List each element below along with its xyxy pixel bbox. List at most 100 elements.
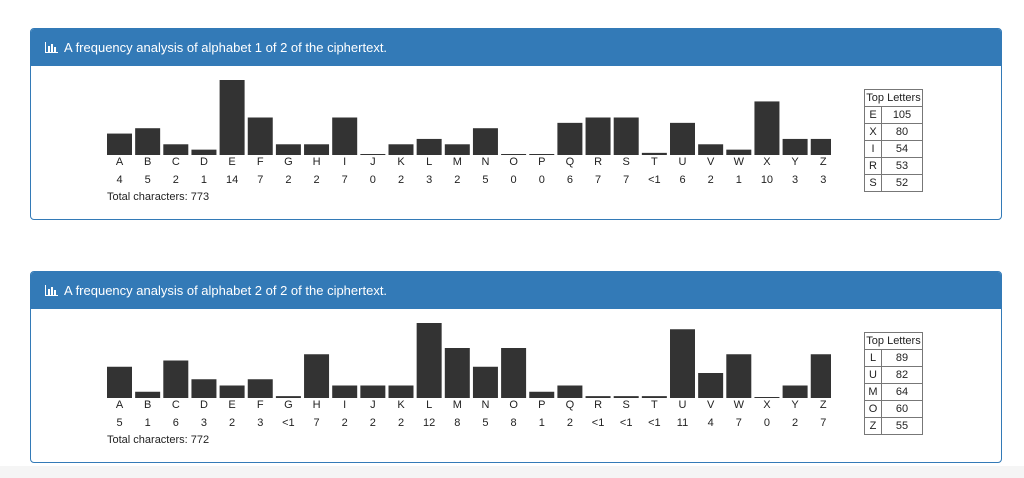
value-label: 1 <box>538 417 545 429</box>
top-letters-table: Top Letters E 105 X 80 I 54 R 53 S 52 <box>864 89 923 192</box>
value-label: 0 <box>510 174 517 186</box>
bar <box>472 366 498 398</box>
table-row: M 64 <box>864 383 923 401</box>
category-label: K <box>397 156 405 168</box>
value-label: 7 <box>257 174 264 186</box>
bar <box>529 391 555 398</box>
bar <box>275 396 301 398</box>
value-label: 2 <box>792 417 799 429</box>
category-label: P <box>538 156 546 168</box>
value-label: 7 <box>341 174 348 186</box>
footer-band <box>0 466 1024 478</box>
category-label: O <box>509 399 518 411</box>
bar <box>782 385 808 398</box>
value-label: 14 <box>225 174 239 186</box>
value-label: 5 <box>144 174 151 186</box>
value-label: 7 <box>623 174 630 186</box>
category-label: A <box>115 156 124 168</box>
bar <box>163 144 189 155</box>
value-label: 5 <box>482 174 489 186</box>
count: 82 <box>881 366 923 384</box>
count: 60 <box>881 400 923 418</box>
bar-chart <box>107 80 831 155</box>
value-label: 11 <box>676 417 689 429</box>
category-label: W <box>733 156 744 168</box>
category-label: Q <box>565 399 575 411</box>
bar <box>360 154 386 155</box>
value-label: 3 <box>426 174 433 186</box>
bar <box>135 128 161 155</box>
bar <box>613 117 639 155</box>
value-label: 7 <box>594 174 602 186</box>
panel: A frequency analysis of alphabet 1 of 2 … <box>30 28 1002 220</box>
value-label: 7 <box>313 417 320 429</box>
category-label: F <box>256 399 264 411</box>
chart-icon <box>45 285 58 296</box>
bar <box>388 385 414 398</box>
category-label: T <box>650 399 658 411</box>
bar <box>388 144 414 155</box>
table-row: I 54 <box>864 140 923 158</box>
bar <box>810 138 831 155</box>
category-label: C <box>171 156 180 168</box>
letter: M <box>864 383 882 401</box>
bar <box>782 138 808 155</box>
table-row: S 52 <box>864 174 923 192</box>
category-label: V <box>706 156 715 168</box>
value-label: 6 <box>172 417 179 429</box>
value-label: 1 <box>144 417 151 429</box>
category-label: I <box>343 156 347 168</box>
value-label: 3 <box>257 417 264 429</box>
category-label: X <box>763 399 771 411</box>
bar <box>107 366 132 398</box>
category-label: M <box>452 156 462 168</box>
table-header: Top Letters <box>864 332 923 350</box>
icon-part <box>54 47 56 52</box>
bar <box>698 144 724 155</box>
bar <box>529 154 555 155</box>
category-label: F <box>256 156 264 168</box>
category-label: E <box>228 156 236 168</box>
category-label: N <box>481 156 490 168</box>
category-label: W <box>733 399 744 411</box>
letter: E <box>864 106 882 124</box>
table-row: R 53 <box>864 157 923 175</box>
value-label: 2 <box>172 174 179 186</box>
icon-part <box>45 42 46 53</box>
value-label: 6 <box>679 174 686 186</box>
bar <box>416 323 442 398</box>
category-label: G <box>284 156 293 168</box>
category-label: X <box>763 156 771 168</box>
category-label: L <box>426 399 433 411</box>
bar <box>191 379 217 398</box>
category-label: G <box>284 399 293 411</box>
count: 53 <box>881 157 923 175</box>
value-label: 6 <box>566 174 573 186</box>
bar <box>585 117 611 155</box>
category-label: D <box>199 399 208 411</box>
letter: I <box>864 140 882 158</box>
total-characters: Total characters: 773 <box>107 191 210 203</box>
value-label: 2 <box>397 417 405 429</box>
bar <box>219 385 245 398</box>
value-label: 2 <box>707 174 714 186</box>
category-label: V <box>706 399 715 411</box>
value-label: 12 <box>423 417 436 429</box>
panel-body: A 5 B 1 C 6 D 3 E 2 F 3 G <1 H 7 I 2 J 2 K 2 L 12 M 8 N 5 O 8 P 1 Q 2 R <1 S… <box>31 309 1001 461</box>
value-label: 7 <box>735 417 742 429</box>
panel-title: A frequency analysis of alphabet 1 of 2 … <box>64 40 388 55</box>
category-label: R <box>594 156 603 168</box>
table-row: U 82 <box>864 366 923 384</box>
letter: O <box>864 400 882 418</box>
panel-header: A frequency analysis of alphabet 2 of 2 … <box>31 272 1001 309</box>
category-label: J <box>370 399 376 411</box>
bar <box>360 385 386 398</box>
bar <box>557 385 583 398</box>
bar <box>670 329 695 398</box>
value-label: 10 <box>760 174 774 186</box>
category-label: S <box>622 156 630 168</box>
panel-header: A frequency analysis of alphabet 1 of 2 … <box>31 29 1001 66</box>
category-label: Q <box>565 156 575 168</box>
letter: Z <box>864 417 882 435</box>
value-label: <1 <box>591 417 605 429</box>
